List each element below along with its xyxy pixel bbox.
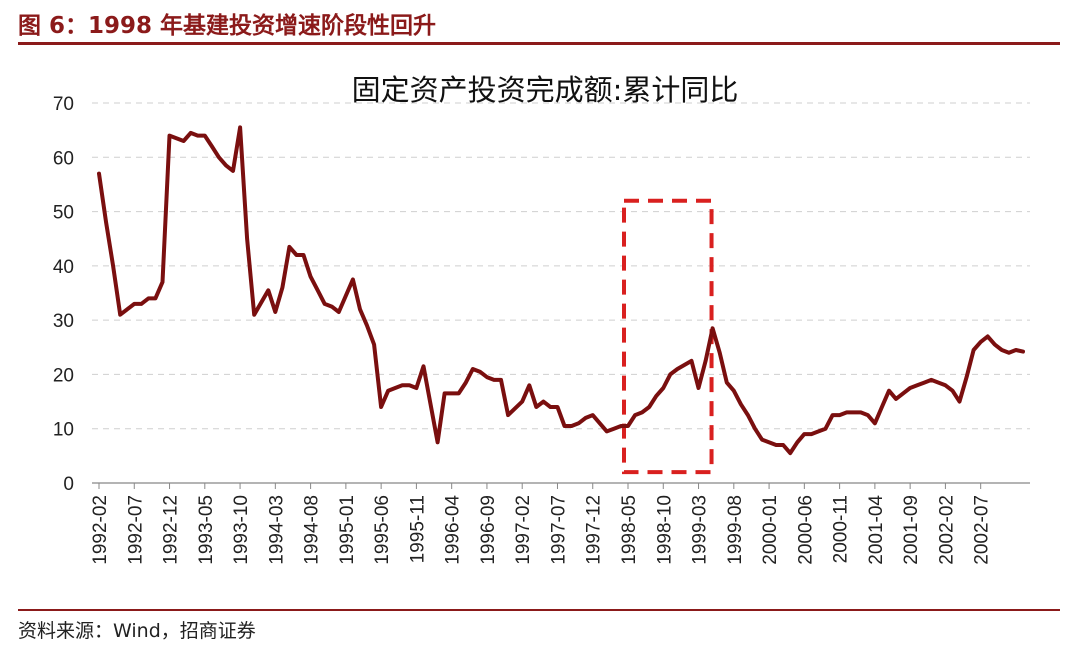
x-tick-label: 1992-02: [90, 495, 111, 565]
x-tick-label: 1994-08: [302, 495, 323, 565]
x-tick-label: 2001-04: [866, 495, 887, 565]
series-line: [97, 125, 1025, 456]
x-tick-label: 1993-10: [231, 495, 252, 565]
x-tick-label: 1999-03: [690, 495, 711, 565]
highlight-box: [622, 198, 714, 475]
x-tick-label: 2000-06: [795, 495, 816, 565]
x-tick-label: 2001-09: [901, 495, 922, 565]
x-tick-label: 1995-06: [372, 495, 393, 565]
y-tick-label: 20: [53, 365, 74, 386]
y-tick-label: 70: [53, 94, 74, 115]
y-tick-label: 50: [53, 203, 74, 224]
x-tick-label: 2002-02: [936, 495, 957, 565]
x-tick-label: 1997-02: [513, 495, 534, 565]
y-tick-label: 30: [53, 311, 74, 332]
x-tick-label: 1992-12: [161, 495, 182, 565]
x-tick-label: 1993-05: [196, 495, 217, 565]
x-tick-label: 1998-10: [654, 495, 675, 565]
y-tick-label: 0: [63, 474, 74, 495]
y-tick-label: 60: [53, 148, 74, 169]
y-tick-label: 40: [53, 257, 74, 278]
x-tick-label: 1994-03: [266, 495, 287, 565]
x-tick-label: 2000-11: [831, 495, 852, 563]
x-tick-label: 1997-07: [548, 495, 569, 565]
x-tick-label: 1992-07: [125, 495, 146, 565]
x-tick-label: 1998-05: [619, 495, 640, 565]
x-tick-label: 1995-11: [407, 495, 428, 563]
x-tick-label: 1999-08: [725, 495, 746, 565]
figure-title: 图 6：1998 年基建投资增速阶段性回升: [18, 13, 437, 39]
x-tick-label: 1996-09: [478, 495, 499, 565]
x-tick-label: 1997-12: [584, 495, 605, 565]
y-tick-label: 10: [53, 420, 74, 441]
line-chart: 固定资产投资完成额:累计同比 0 10 20 30 40 50 60 70 1992-02 1992…: [53, 73, 1030, 565]
bottom-rule: [18, 609, 1060, 611]
x-tick-label: 2002-07: [972, 495, 993, 565]
x-tick-label: 2000-01: [760, 495, 781, 565]
x-tick-label: 1995-01: [337, 495, 358, 565]
x-tick-label: 1996-04: [443, 495, 464, 565]
top-rule: [18, 42, 1060, 45]
chart-title: 固定资产投资完成额:累计同比: [352, 73, 739, 107]
source-note: 资料来源：Wind，招商证券: [18, 620, 256, 642]
